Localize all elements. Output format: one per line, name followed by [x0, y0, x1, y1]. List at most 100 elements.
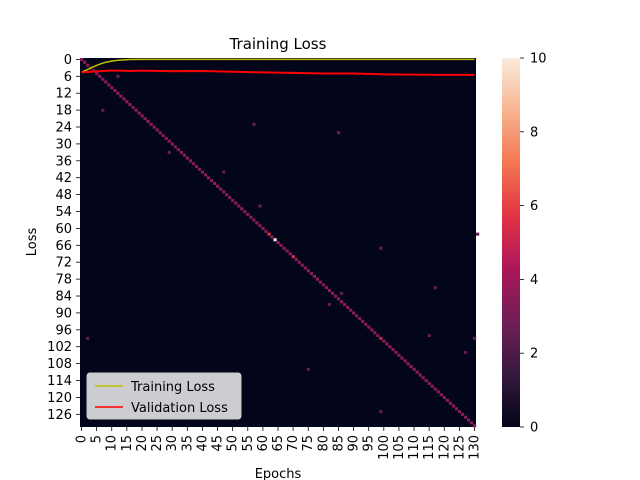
scatter-cell [336, 131, 341, 135]
legend-label-training: Training Loss [130, 380, 215, 395]
x-tick-label: 65 [271, 435, 286, 452]
diagonal-cell [358, 317, 362, 321]
diagonal-cell [346, 305, 350, 309]
diagonal-cell [457, 410, 462, 414]
diagonal-cell [382, 339, 386, 343]
x-tick-label: 55 [241, 435, 256, 452]
diagonal-cell [349, 308, 353, 312]
diagonal-cell [240, 207, 244, 211]
diagonal-cell [276, 241, 280, 245]
y-tick-label: 72 [55, 256, 72, 271]
diagonal-cell [206, 176, 211, 180]
diagonal-cell [80, 58, 84, 62]
colorbar-tick-label: 2 [530, 347, 538, 362]
colorbar-tick-label: 10 [530, 52, 547, 67]
y-tick-label: 42 [55, 171, 72, 186]
diagonal-cell [95, 72, 99, 76]
diagonal-cell [336, 297, 341, 301]
y-tick-label: 90 [55, 306, 72, 321]
diagonal-cell [231, 198, 235, 202]
diagonal-cell [173, 145, 177, 149]
x-tick-label: 15 [120, 435, 135, 452]
diagonal-cell [140, 114, 144, 118]
diagonal-cell [391, 348, 395, 352]
diagonal-cell [191, 162, 196, 166]
diagonal-cell [285, 249, 289, 253]
diagonal-cell [309, 272, 313, 276]
diagonal-cell [370, 328, 374, 332]
x-tick-label: 110 [407, 435, 422, 460]
x-tick-label: 0 [75, 435, 90, 443]
diagonal-cell [246, 212, 250, 216]
diagonal-cell [182, 153, 187, 157]
x-tick-label: 60 [256, 435, 271, 452]
diagonal-cell [176, 148, 180, 152]
diagonal-cell [219, 187, 223, 191]
diagonal-cell [167, 139, 171, 143]
diagonal-cell [143, 117, 147, 121]
y-tick-label: 6 [64, 70, 72, 85]
x-tick-label: 50 [226, 435, 241, 452]
scatter-cell [101, 108, 105, 112]
diagonal-cell [373, 331, 377, 335]
diagonal-cell [361, 319, 365, 323]
diagonal-cell [394, 350, 398, 354]
scatter-cell [476, 232, 480, 236]
y-tick-label: 108 [47, 357, 72, 372]
y-tick-label: 0 [64, 53, 72, 68]
diagonal-cell [352, 311, 356, 315]
diagonal-cell [379, 336, 383, 340]
diagonal-cell [185, 156, 190, 160]
diagonal-cell [436, 390, 440, 394]
diagonal-cell [294, 257, 298, 262]
scatter-cell [379, 246, 383, 250]
y-tick-label: 66 [55, 239, 72, 254]
diagonal-cell [451, 404, 456, 408]
scatter-cell [327, 303, 332, 307]
diagonal-cell [264, 229, 268, 233]
diagonal-cell [158, 131, 162, 135]
diagonal-cell [330, 291, 335, 295]
chart-title: Training Loss [229, 35, 327, 53]
diagonal-cell [430, 384, 434, 388]
x-tick-label: 45 [211, 435, 226, 452]
diagonal-cell [412, 367, 416, 371]
diagonal-cell [203, 173, 208, 177]
scatter-cell [222, 170, 226, 174]
diagonal-cell [164, 136, 168, 140]
scatter-cell [339, 291, 344, 295]
y-tick-label: 36 [55, 154, 72, 169]
y-tick-label: 78 [55, 273, 72, 288]
y-tick-label: 114 [47, 374, 72, 389]
diagonal-cell [146, 119, 150, 123]
diagonal-cell [86, 63, 90, 67]
diagonal-cell [107, 83, 111, 87]
x-tick-label: 25 [150, 435, 165, 452]
diagonal-cell [463, 415, 468, 419]
diagonal-cell [255, 221, 259, 225]
diagonal-cell [472, 424, 477, 428]
diagonal-cell [454, 407, 459, 411]
diagonal-cell [466, 418, 471, 422]
diagonal-cell [249, 215, 253, 219]
diagonal-cell [288, 252, 292, 256]
scatter-cell [379, 410, 383, 414]
y-tick-label: 48 [55, 188, 72, 203]
colorbar-ticks: 0 2 4 6 8 10 [520, 52, 547, 436]
diagonal-cell [200, 170, 205, 174]
diagonal-cell [433, 387, 437, 391]
diagonal-cell [122, 97, 126, 101]
scatter-cell [252, 122, 256, 126]
scatter-cell [472, 336, 477, 340]
x-tick-label: 35 [180, 435, 195, 452]
y-tick-label: 24 [55, 121, 72, 136]
diagonal-cell [222, 190, 226, 194]
scatter-cell [167, 150, 171, 154]
diagonal-cell [258, 224, 262, 228]
legend-box [86, 372, 242, 420]
x-tick-label: 70 [286, 435, 301, 452]
scatter-cell [306, 367, 310, 371]
x-tick-label: 40 [195, 435, 210, 452]
diagonal-cell [213, 181, 217, 185]
x-tick-label: 120 [437, 435, 452, 460]
